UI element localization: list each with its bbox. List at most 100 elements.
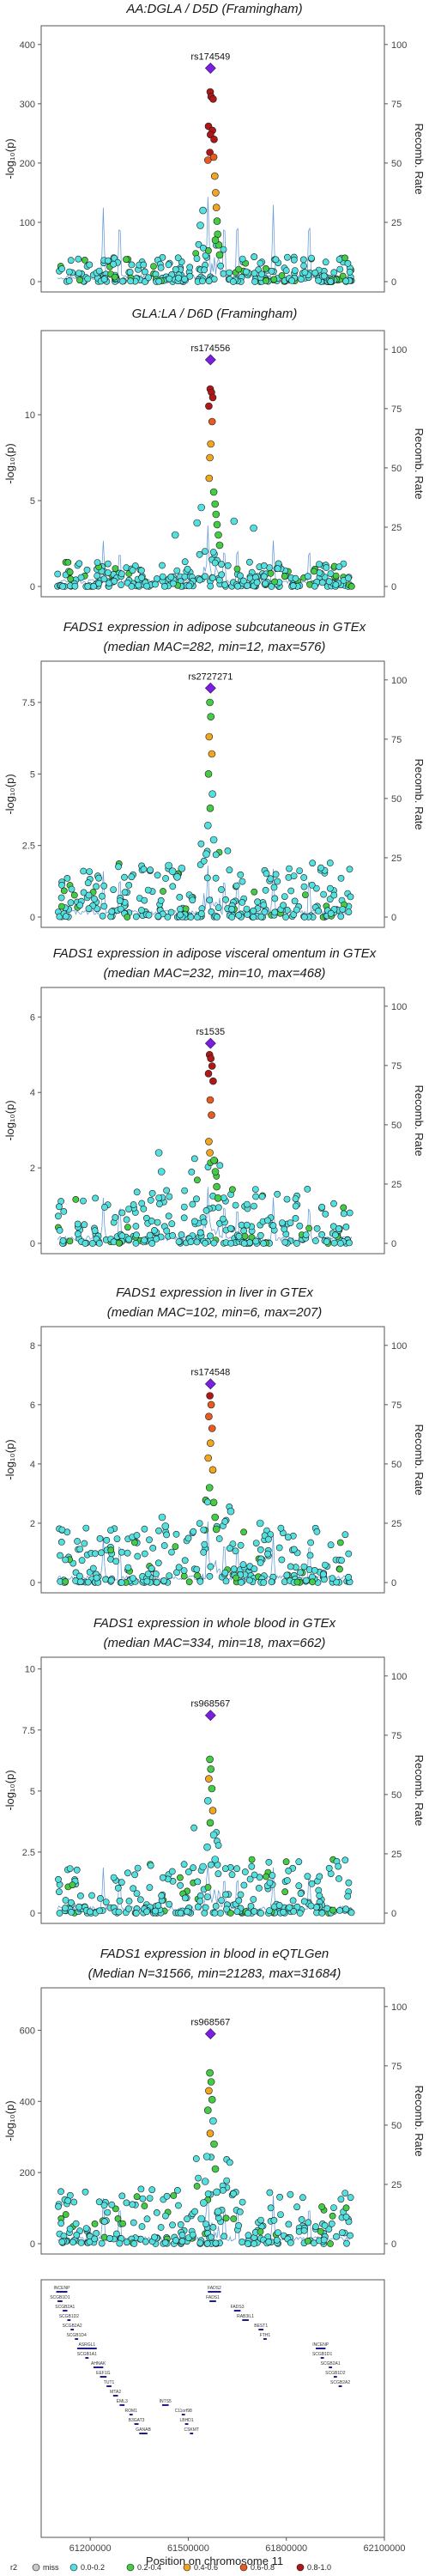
variant-point: [207, 713, 214, 721]
variant-point: [316, 1892, 323, 1899]
variant-point: [99, 912, 106, 920]
variant-point: [318, 1909, 326, 1917]
variant-point: [318, 1230, 325, 1238]
variant-point: [212, 874, 220, 882]
y-axis-label: -log₁₀(p): [3, 1439, 16, 1479]
variant-point: [205, 2087, 213, 2095]
variant-point: [233, 1865, 240, 1873]
variant-point: [206, 2129, 214, 2137]
variant-point: [235, 1897, 243, 1905]
variant-point: [185, 1578, 193, 1586]
variant-point: [189, 896, 196, 904]
variant-point: [62, 2211, 69, 2218]
variant-point: [330, 1239, 338, 1247]
variant-point: [102, 1899, 110, 1905]
variant-point: [189, 1200, 196, 1208]
variant-point: [96, 1535, 104, 1542]
recomb-axis-label: Recomb. Rate: [413, 1754, 426, 1826]
variant-point: [333, 2233, 340, 2240]
variant-point: [233, 565, 241, 573]
variant-point: [118, 277, 126, 285]
variant-point: [216, 1162, 224, 1170]
variant-point: [267, 875, 275, 883]
variant-point: [346, 866, 353, 873]
y-tick-label: 100: [20, 218, 35, 228]
variant-point: [205, 402, 213, 410]
variant-point: [59, 1237, 67, 1244]
variant-point: [251, 1871, 258, 1879]
variant-point: [130, 1885, 137, 1893]
variant-point: [327, 2240, 334, 2247]
variant-point: [66, 568, 74, 576]
variant-point: [111, 273, 118, 281]
variant-point: [285, 2221, 293, 2228]
y-tick-label: 0: [30, 1909, 35, 1919]
variant-point: [92, 1550, 99, 1558]
variant-point: [175, 1564, 183, 1571]
variant-point: [202, 1904, 209, 1911]
variant-point: [69, 1881, 76, 1889]
variant-point: [140, 1206, 148, 1212]
lead-snp-marker: [204, 1378, 216, 1390]
variant-point: [93, 2229, 100, 2237]
variant-point: [72, 1196, 80, 1203]
variant-point: [232, 1201, 239, 1209]
variant-point: [132, 1910, 140, 1917]
variant-point: [85, 905, 93, 913]
variant-point: [343, 2239, 350, 2247]
variant-point: [296, 1222, 304, 1230]
recomb-tick-label: 50: [391, 159, 402, 169]
variant-point: [235, 911, 243, 919]
panel-5: FADS1 expression in liver in GTEx (median…: [3, 1285, 426, 1594]
variant-point: [115, 1908, 123, 1916]
variant-point: [178, 2238, 186, 2245]
variant-point: [76, 560, 83, 568]
variant-point: [219, 1215, 227, 1223]
variant-point: [196, 550, 203, 558]
variant-point: [209, 488, 218, 496]
variant-point: [137, 567, 145, 574]
variant-point: [168, 1868, 176, 1875]
variant-point: [91, 2235, 99, 2243]
lead-snp-label: rs968567: [190, 2018, 230, 2028]
panel-subtitle: (median MAC=102, min=6, max=207): [107, 1305, 323, 1320]
variant-point: [342, 2213, 350, 2221]
variant-point: [244, 582, 251, 589]
variant-point: [232, 1547, 239, 1555]
variant-point: [202, 1206, 210, 1214]
variant-point: [174, 254, 182, 262]
panel-1: AA:DGLA / D5D (Framingham) 0 100 200 300 400 0…: [3, 2, 426, 293]
variant-point: [250, 524, 257, 532]
variant-point: [130, 2219, 137, 2227]
recomb-tick-label: 25: [391, 218, 402, 228]
variant-point: [201, 1909, 208, 1917]
variant-point: [268, 583, 275, 590]
variant-point: [280, 1908, 287, 1916]
legend-label: 0.2-0.4: [137, 2563, 161, 2572]
background-variants: [55, 1824, 355, 1917]
variant-point: [261, 908, 269, 915]
recomb-tick-label: 50: [391, 1790, 402, 1801]
variant-point: [196, 576, 203, 584]
variant-point: [208, 1111, 215, 1119]
variant-point: [157, 896, 165, 904]
lead-snp-label: rs968567: [190, 1699, 230, 1710]
variant-point: [240, 1528, 247, 1536]
gene-label: INTS5: [160, 2399, 172, 2404]
variant-point: [291, 897, 299, 905]
variant-point: [293, 2203, 300, 2211]
gene-label: AHNAK: [91, 2361, 106, 2366]
variant-point: [307, 1902, 315, 1910]
variant-point: [347, 2194, 354, 2202]
variant-point: [204, 821, 212, 829]
variant-point: [91, 2220, 99, 2227]
y-tick-label: 6: [30, 1012, 35, 1023]
y-axis-label: -log₁₀(p): [3, 1770, 16, 1810]
variant-point: [345, 1879, 353, 1886]
variant-point: [341, 254, 348, 262]
variant-point: [341, 1856, 349, 1864]
recomb-tick-label: 100: [391, 1002, 407, 1012]
variant-point: [155, 1527, 162, 1534]
variant-point: [130, 1201, 137, 1208]
variant-point: [251, 1186, 259, 1193]
